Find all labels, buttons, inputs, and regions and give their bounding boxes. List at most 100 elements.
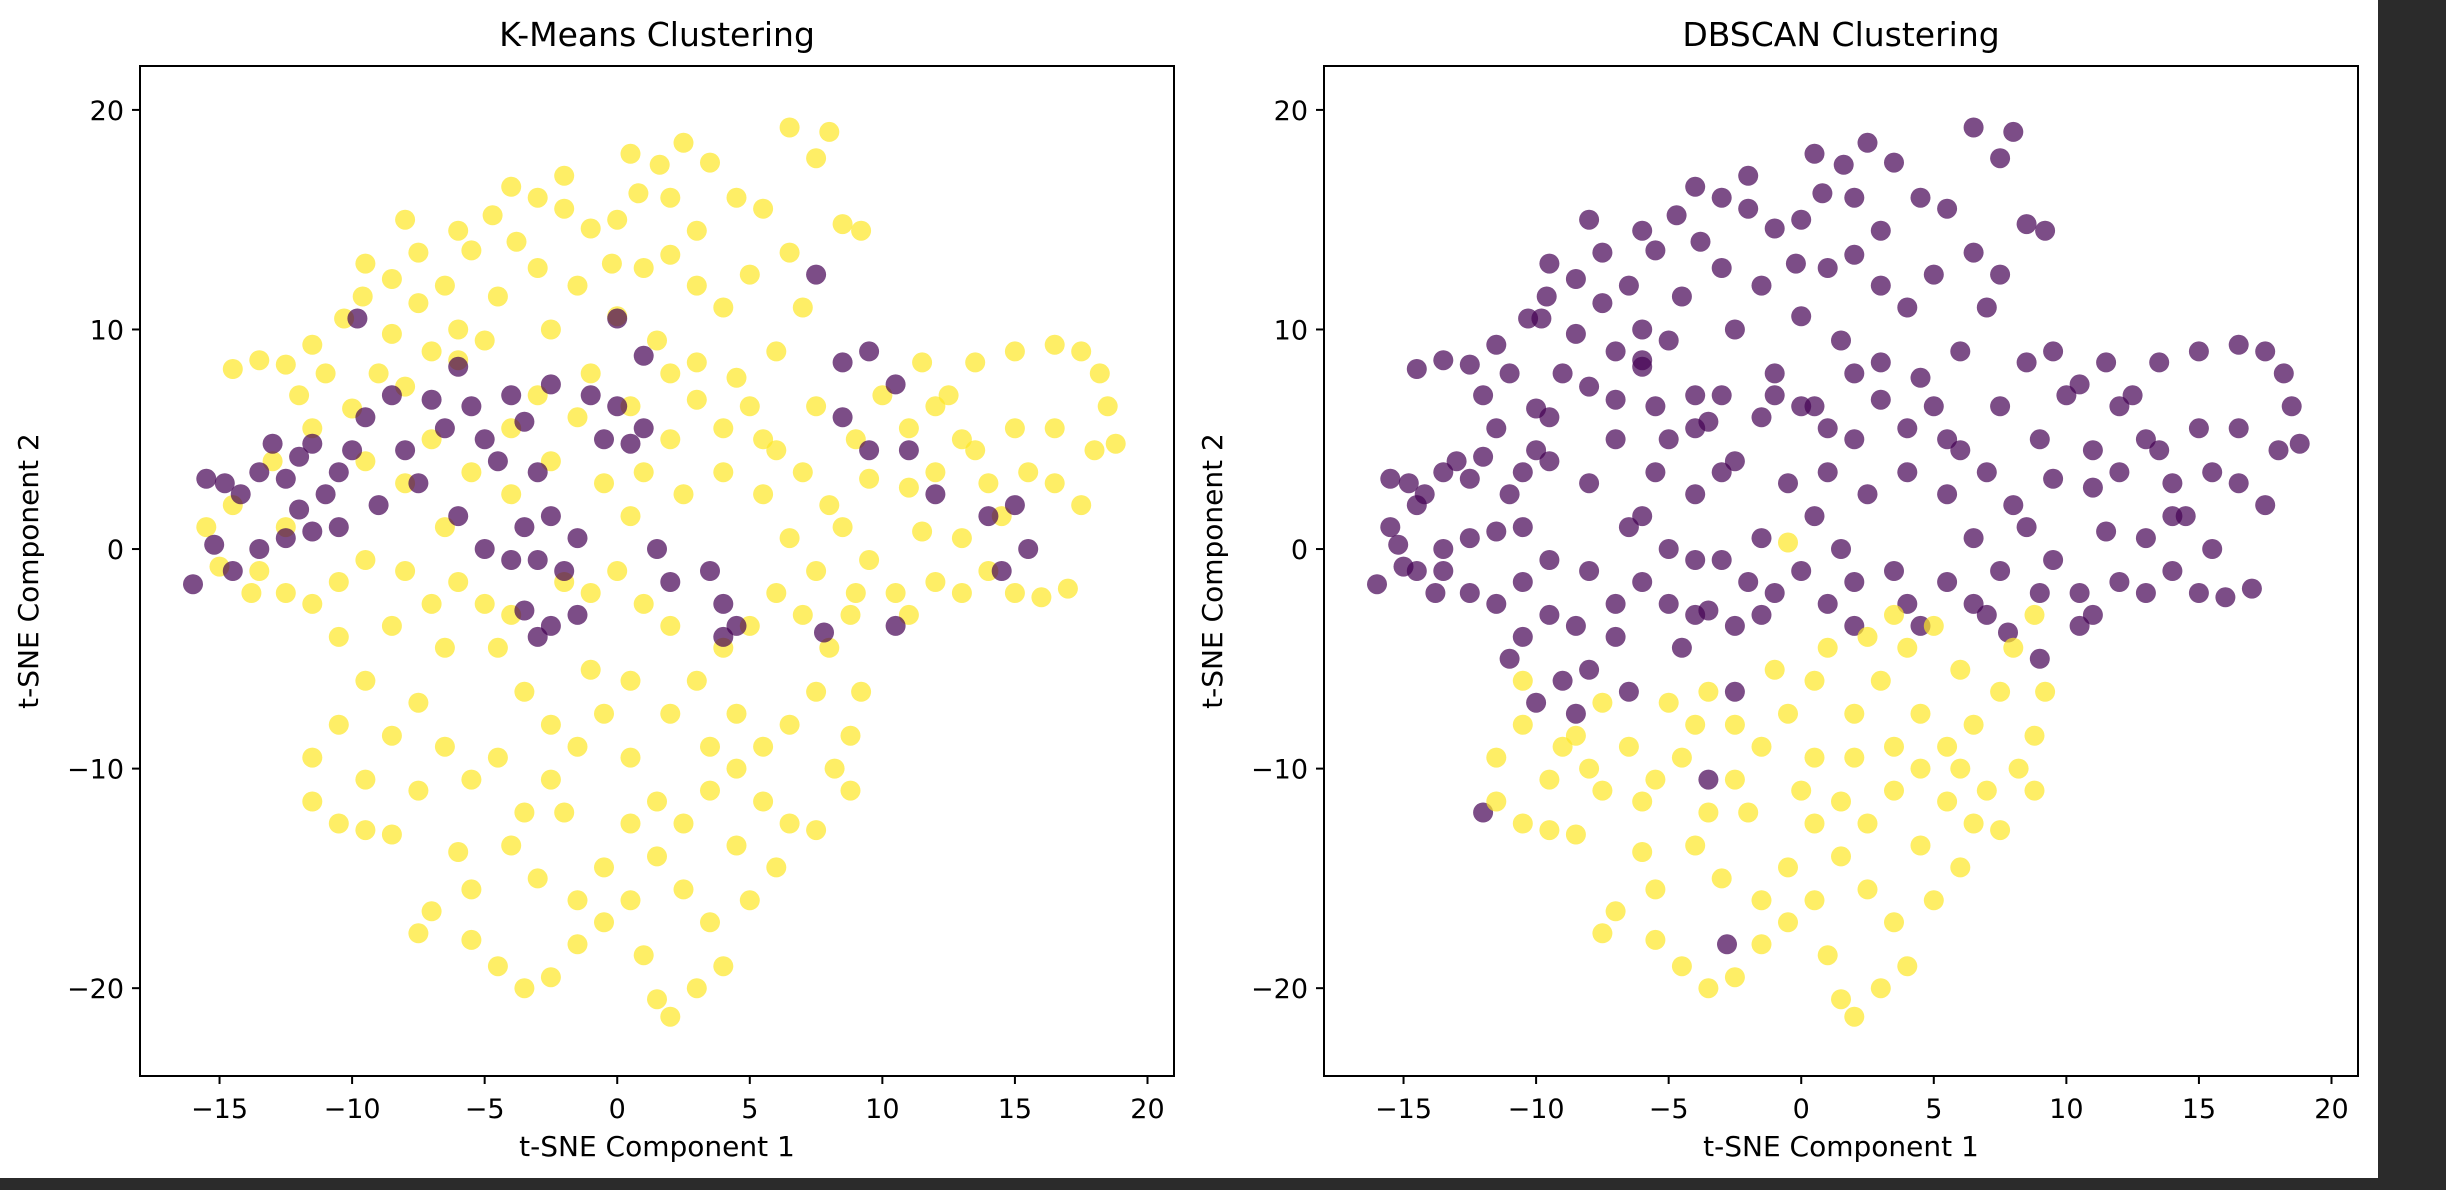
data-point	[2003, 637, 2024, 658]
data-point	[487, 637, 508, 658]
data-point	[1579, 561, 1600, 581]
data-point	[951, 583, 972, 603]
data-point	[514, 978, 535, 999]
data-point	[1486, 334, 1507, 355]
data-point	[859, 550, 880, 570]
data-point	[1751, 736, 1772, 757]
data-point	[328, 813, 349, 834]
data-point	[1937, 198, 1958, 219]
data-point	[660, 703, 681, 724]
data-point	[328, 517, 349, 538]
data-point	[1089, 363, 1110, 384]
data-point	[660, 429, 681, 450]
data-point	[1831, 791, 1851, 812]
data-point	[302, 593, 323, 614]
data-point	[673, 484, 694, 505]
data-point	[421, 429, 442, 450]
y-tick-label: 20	[1274, 96, 1308, 127]
data-point	[1897, 297, 1918, 318]
data-point	[2082, 477, 2103, 498]
x-tick-label: −15	[1375, 1094, 1432, 1125]
data-point	[1512, 572, 1533, 592]
data-point	[540, 506, 561, 527]
data-point	[1778, 857, 1798, 878]
data-point	[2228, 418, 2249, 439]
data-point	[1717, 934, 1737, 955]
data-point	[1831, 539, 1851, 559]
data-point	[487, 747, 508, 768]
data-point	[1565, 615, 1586, 636]
data-point	[1897, 418, 1918, 439]
data-point	[1552, 736, 1573, 757]
data-point	[1831, 846, 1851, 867]
data-point	[2109, 572, 2130, 592]
data-point	[1923, 615, 1944, 636]
data-point	[1937, 484, 1958, 505]
data-point	[580, 363, 601, 384]
data-point	[1486, 593, 1507, 614]
x-tick-label: −15	[191, 1094, 248, 1125]
data-point	[713, 297, 734, 318]
x-tick-label: 0	[1793, 1094, 1810, 1125]
data-point	[1512, 714, 1533, 735]
data-point	[673, 813, 694, 834]
data-point	[1923, 890, 1944, 911]
data-point	[355, 820, 376, 841]
data-point	[1459, 468, 1480, 489]
data-point	[1817, 462, 1838, 483]
data-point	[859, 341, 880, 362]
data-point	[898, 440, 919, 461]
data-point	[594, 912, 614, 933]
data-point	[448, 572, 469, 592]
data-point	[1963, 242, 1984, 263]
data-point	[2135, 583, 2156, 603]
data-point	[673, 879, 694, 900]
data-point	[1018, 462, 1039, 483]
data-point	[567, 934, 588, 955]
data-point	[567, 736, 588, 757]
data-point	[739, 890, 760, 911]
data-point	[1486, 791, 1507, 812]
data-point	[1105, 433, 1126, 454]
data-point	[434, 517, 455, 538]
data-point	[1844, 1006, 1865, 1027]
data-point	[2268, 440, 2289, 461]
data-point	[1884, 912, 1904, 933]
data-point	[355, 550, 376, 570]
data-point	[1512, 813, 1533, 834]
data-point	[1592, 923, 1613, 944]
data-point	[580, 583, 601, 603]
data-point	[925, 462, 946, 483]
data-point	[633, 418, 654, 439]
x-tick-label: −5	[1649, 1094, 1689, 1125]
data-point	[580, 385, 601, 406]
data-point	[792, 297, 813, 318]
data-point	[1605, 593, 1626, 614]
data-point	[302, 521, 323, 542]
data-point	[2188, 418, 2209, 439]
data-point	[1499, 484, 1520, 505]
data-point	[2029, 583, 2050, 603]
data-point	[1831, 989, 1851, 1010]
data-point	[474, 429, 495, 450]
data-point	[832, 214, 853, 235]
data-point	[2016, 214, 2037, 235]
data-point	[859, 468, 880, 489]
data-point	[482, 205, 503, 226]
data-point	[814, 622, 834, 643]
data-point	[2289, 433, 2310, 454]
data-point	[1398, 473, 1419, 494]
data-point	[408, 780, 429, 801]
data-point	[1857, 484, 1878, 505]
data-point	[1645, 879, 1666, 900]
data-point	[2016, 517, 2037, 538]
data-point	[898, 418, 919, 439]
data-point	[448, 506, 469, 527]
x-tick-label: −10	[1508, 1094, 1565, 1125]
data-point	[1071, 495, 1092, 516]
data-point	[315, 363, 336, 384]
data-point	[1711, 187, 1732, 208]
data-point	[448, 319, 469, 340]
data-point	[965, 440, 986, 461]
data-point	[347, 308, 368, 329]
